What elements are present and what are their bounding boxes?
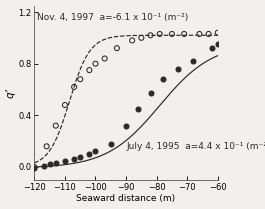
Point	[78, 155, 82, 158]
Point	[124, 124, 128, 127]
Point	[93, 62, 98, 65]
Point	[216, 43, 220, 46]
Point	[72, 158, 76, 161]
Point	[45, 145, 49, 148]
Point	[54, 124, 58, 127]
Text: July 4, 1995  a=4.4 x 10⁻¹ (m⁻²): July 4, 1995 a=4.4 x 10⁻¹ (m⁻²)	[126, 143, 265, 152]
Point	[136, 107, 140, 111]
X-axis label: Seaward distance (m): Seaward distance (m)	[77, 194, 176, 203]
Point	[63, 159, 67, 162]
Point	[109, 142, 113, 145]
Point	[148, 92, 153, 95]
Point	[210, 46, 214, 50]
Point	[161, 78, 165, 81]
Point	[130, 39, 134, 42]
Point	[54, 161, 58, 165]
Point	[93, 150, 98, 153]
Point	[87, 152, 91, 156]
Y-axis label: q’: q’	[6, 88, 16, 98]
Point	[206, 32, 211, 36]
Point	[139, 36, 143, 40]
Point	[216, 31, 220, 34]
Point	[32, 165, 37, 169]
Point	[63, 103, 67, 107]
Point	[72, 85, 76, 89]
Point	[87, 69, 91, 72]
Point	[197, 32, 202, 36]
Point	[103, 57, 107, 60]
Point	[47, 163, 52, 166]
Point	[182, 32, 186, 36]
Text: Nov. 4, 1997  a=-6.1 x 10⁻¹ (m⁻²): Nov. 4, 1997 a=-6.1 x 10⁻¹ (m⁻²)	[37, 13, 189, 22]
Point	[170, 32, 174, 36]
Point	[191, 59, 195, 63]
Point	[32, 167, 37, 170]
Point	[148, 34, 153, 37]
Point	[115, 46, 119, 50]
Point	[176, 67, 180, 70]
Point	[78, 78, 82, 81]
Point	[158, 32, 162, 36]
Point	[41, 164, 46, 167]
